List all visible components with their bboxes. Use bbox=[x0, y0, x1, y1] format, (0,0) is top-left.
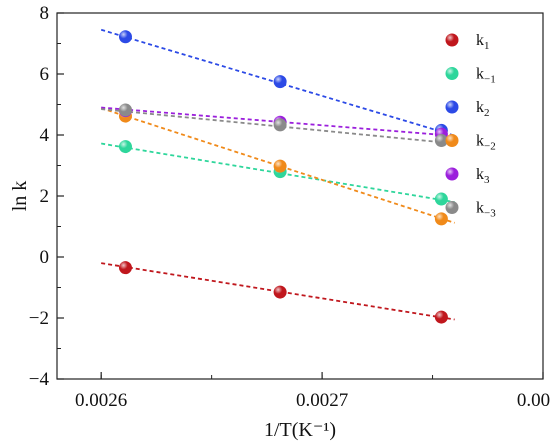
y-tick-label: 4 bbox=[40, 125, 50, 146]
legend-label-km3: k−3 bbox=[476, 200, 496, 220]
data-point-k2 bbox=[118, 30, 132, 44]
legend-label-km1: k−1 bbox=[476, 66, 496, 86]
plot-frame bbox=[56, 12, 544, 380]
x-tick-label: 0.0027 bbox=[296, 390, 348, 411]
y-tick-label: −4 bbox=[29, 369, 50, 390]
legend-marker-km3 bbox=[445, 201, 459, 214]
legend-marker-km1 bbox=[445, 67, 459, 80]
y-tick-label: −2 bbox=[29, 308, 49, 329]
data-point-km1 bbox=[434, 192, 448, 206]
data-point-km3 bbox=[273, 118, 287, 132]
legend-marker-k3 bbox=[445, 167, 459, 181]
legend-marker-km2 bbox=[445, 134, 459, 147]
legend-label-km2: k−2 bbox=[476, 133, 496, 153]
data-point-km3 bbox=[118, 103, 132, 117]
legend-label-k3: k3 bbox=[476, 166, 490, 186]
data-point-k2 bbox=[273, 75, 287, 89]
legend: k1 k−1 k2 k−2 k3 k−3 bbox=[445, 32, 496, 220]
y-tick-label: 8 bbox=[40, 3, 50, 24]
data-point-km2 bbox=[434, 212, 448, 226]
x-tick-label: 0.0028 bbox=[517, 390, 550, 411]
data-point-k1 bbox=[118, 261, 132, 275]
data-point-k1 bbox=[273, 285, 287, 299]
data-points bbox=[118, 30, 448, 324]
data-point-k1 bbox=[434, 310, 448, 324]
legend-marker-k1 bbox=[445, 33, 459, 47]
y-axis-ticks: −4 −2 0 2 4 6 8 bbox=[29, 3, 64, 390]
y-tick-label: 0 bbox=[40, 247, 50, 268]
x-tick-label: 0.0026 bbox=[75, 390, 127, 411]
y-tick-label: 2 bbox=[40, 186, 50, 207]
x-axis-ticks: 0.0026 0.0027 0.0028 bbox=[75, 372, 550, 411]
data-point-km2 bbox=[273, 159, 287, 173]
data-point-km1 bbox=[118, 140, 132, 154]
x-axis-label: 1/T(K⁻¹) bbox=[264, 419, 336, 441]
y-axis-label: ln k bbox=[9, 181, 31, 212]
y-tick-label: 6 bbox=[40, 64, 50, 85]
legend-marker-k2 bbox=[445, 100, 459, 114]
legend-label-k2: k2 bbox=[476, 99, 490, 119]
legend-label-k1: k1 bbox=[476, 32, 490, 52]
fit-line-km1 bbox=[101, 142, 455, 203]
data-point-km3 bbox=[434, 133, 448, 147]
